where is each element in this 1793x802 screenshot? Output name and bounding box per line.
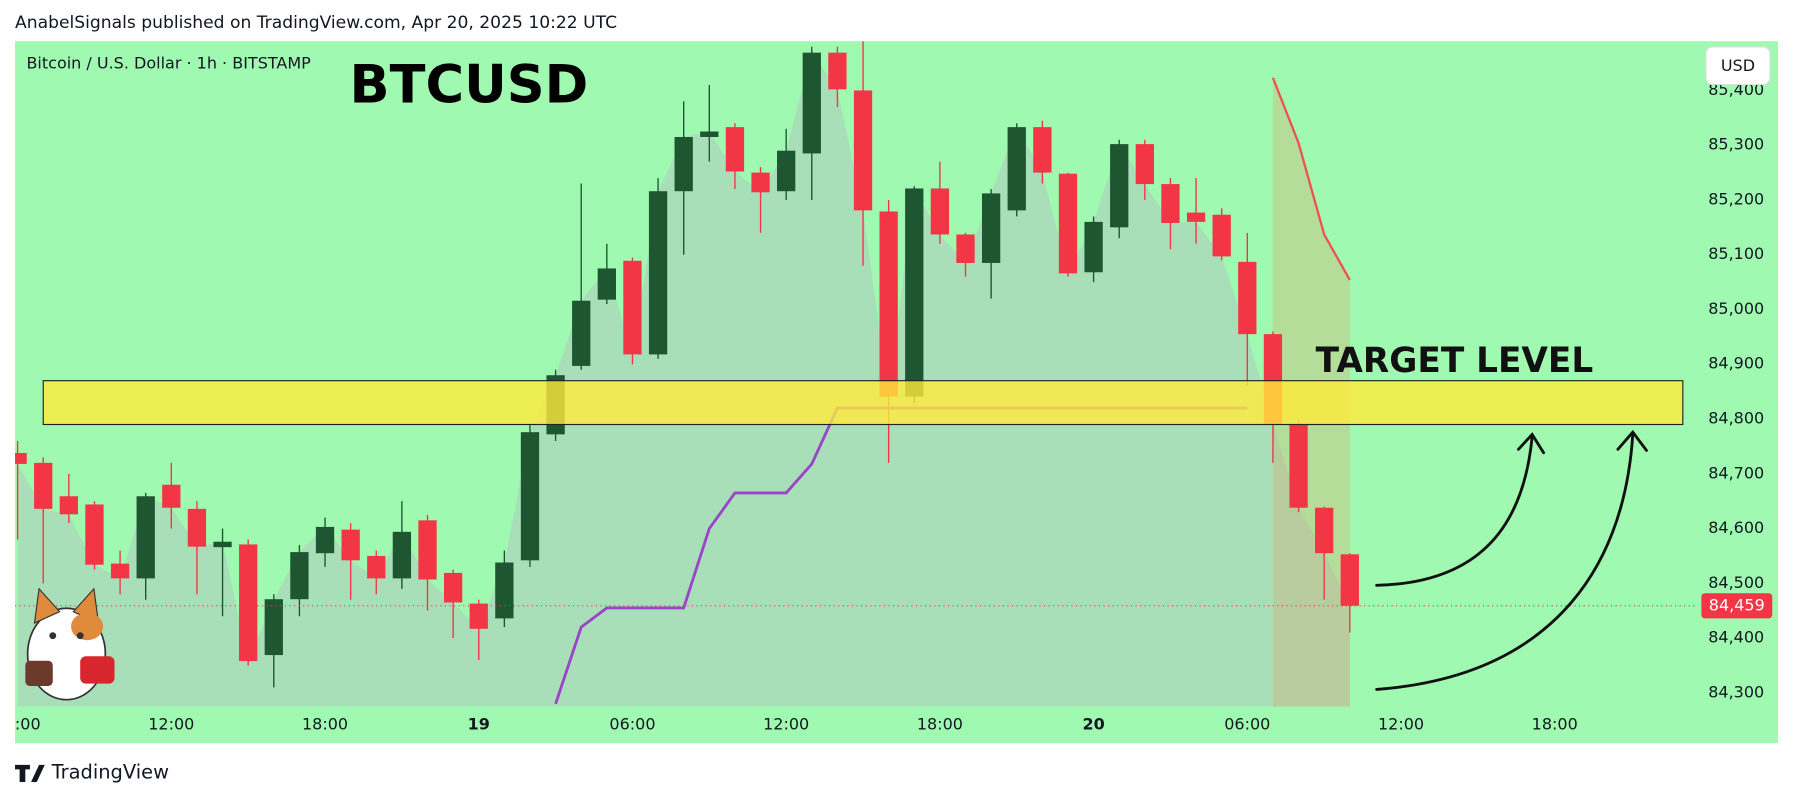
x-tick-label: 06:00 xyxy=(1224,714,1270,733)
y-tick-label: 84,900 xyxy=(1708,354,1764,373)
candle-body xyxy=(853,90,873,211)
candle-body xyxy=(777,150,796,192)
mascot xyxy=(25,587,115,701)
candle-body xyxy=(1007,127,1026,211)
candle-body xyxy=(1058,173,1078,274)
candle-body xyxy=(1315,507,1334,554)
candle-body xyxy=(930,188,950,235)
candle-body xyxy=(469,603,488,629)
symbol-info: Bitcoin / U.S. Dollar · 1h · BITSTAMP xyxy=(26,54,311,73)
candle-body xyxy=(162,484,181,508)
candle-body xyxy=(828,52,847,90)
candle-body xyxy=(213,541,232,548)
candle-body xyxy=(674,136,693,192)
x-tick-label: 12:00 xyxy=(763,714,809,733)
candle-body xyxy=(1238,261,1257,335)
candle-body xyxy=(187,508,207,547)
candle-body xyxy=(725,127,745,172)
plot-area xyxy=(15,41,1696,707)
logo xyxy=(15,764,45,782)
candle-body xyxy=(59,496,78,515)
candle-body xyxy=(341,529,360,561)
currency-button[interactable] xyxy=(1705,46,1771,86)
candle-body xyxy=(290,552,309,600)
candle-body xyxy=(443,572,463,603)
candle-body xyxy=(136,496,155,579)
y-tick-label: 84,400 xyxy=(1708,628,1764,647)
candle-body xyxy=(1110,144,1129,228)
currency-label[interactable]: USD xyxy=(1721,56,1755,75)
candle-body xyxy=(418,520,437,580)
candle-body xyxy=(495,562,514,619)
y-tick-label: 85,300 xyxy=(1708,135,1764,154)
candle-body xyxy=(648,191,668,355)
candle-body xyxy=(520,432,540,561)
arrow xyxy=(1375,433,1635,691)
candle-body xyxy=(1212,214,1231,257)
header: AnabelSignals published on TradingView.c… xyxy=(15,13,617,33)
x-tick-label: 19 xyxy=(468,714,490,733)
y-tick-label: 85,200 xyxy=(1708,189,1764,208)
arrows xyxy=(1375,429,1648,691)
time-axis: 06:00 12:00 18:00 19 06:00 12:00 18:00 20 06:00 1… xyxy=(0,714,1578,733)
y-tick-label: 84,600 xyxy=(1708,518,1764,537)
candle-body xyxy=(392,531,412,579)
x-tick-label: 18:00 xyxy=(302,714,348,733)
y-tick-label: 84,500 xyxy=(1708,573,1764,592)
candle-body xyxy=(367,555,386,579)
candle-body xyxy=(264,599,283,656)
candle-body xyxy=(1186,212,1206,222)
candle-body xyxy=(1033,127,1052,173)
indicator-line xyxy=(554,406,1248,705)
candle-body xyxy=(85,504,104,565)
x-tick-label: 20 xyxy=(1082,714,1104,733)
x-tick-label: 18:00 xyxy=(917,714,963,733)
candle-body xyxy=(879,211,898,397)
chart-title: BTCUSD xyxy=(350,55,589,116)
candle-body xyxy=(315,526,335,554)
candle-body xyxy=(597,268,616,300)
candle-body xyxy=(905,188,924,397)
y-tick-label: 85,000 xyxy=(1708,299,1764,318)
last-price-label: 84,459 xyxy=(1709,595,1765,614)
candle-body xyxy=(1084,221,1103,273)
candle-body xyxy=(34,462,53,509)
candle-body xyxy=(1161,184,1180,223)
arrow xyxy=(1375,435,1534,587)
candle-body xyxy=(572,300,591,366)
y-tick-label: 85,100 xyxy=(1708,244,1764,263)
candle-body xyxy=(1340,554,1359,606)
candle-body xyxy=(623,260,642,355)
x-tick-label: 06:00 xyxy=(609,714,655,733)
zone-label: TARGET LEVEL xyxy=(1316,341,1594,381)
candle-body xyxy=(981,193,1001,263)
candle-body xyxy=(1135,144,1154,185)
candle-body xyxy=(1289,424,1308,508)
arrow-head xyxy=(1517,432,1546,455)
arrow-head xyxy=(1616,429,1648,452)
x-tick-label: 12:00 xyxy=(1378,714,1424,733)
candle-body xyxy=(110,563,130,579)
x-tick-label: 18:00 xyxy=(1532,714,1578,733)
y-tick-label: 84,700 xyxy=(1708,463,1764,482)
y-tick-label: 84,800 xyxy=(1708,409,1764,428)
candle-body xyxy=(700,131,719,137)
candle-body xyxy=(956,234,975,263)
y-tick-label: 84,300 xyxy=(1708,682,1764,701)
candle-body xyxy=(15,452,27,464)
projection-line xyxy=(1271,77,1351,281)
x-tick-label: 06:00 xyxy=(0,714,41,733)
target-zone xyxy=(42,380,1684,426)
candle-body xyxy=(751,172,770,193)
price-axis: 84,300 84,400 84,500 84,600 84,700 84,800 84,9… xyxy=(1708,80,1764,701)
x-tick-label: 12:00 xyxy=(148,714,194,733)
candle-body xyxy=(802,52,821,154)
brand: TradingView xyxy=(51,760,169,783)
candle-body xyxy=(239,544,258,662)
last-price-box xyxy=(1701,593,1773,619)
